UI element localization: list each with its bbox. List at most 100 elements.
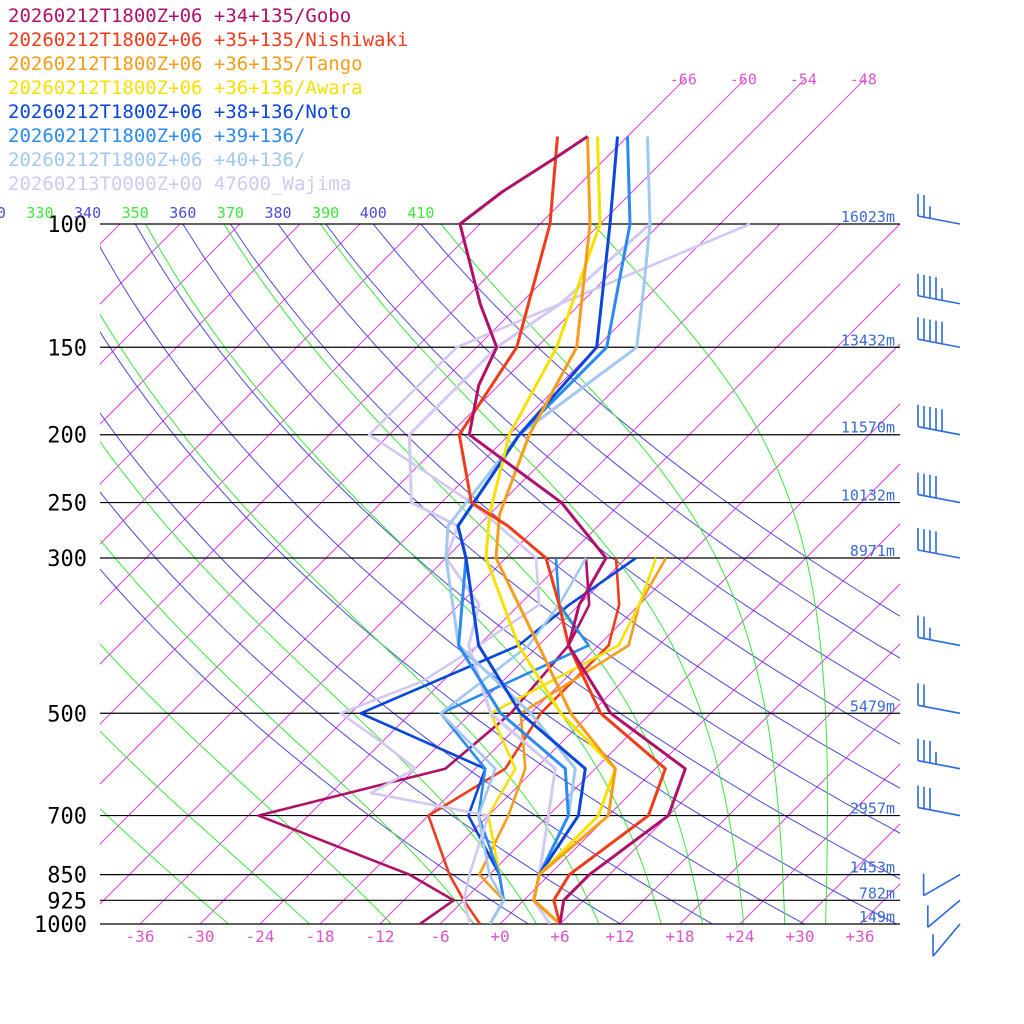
isotherm-line (679, 703, 900, 924)
legend-entry: 20260213T0000Z+00 47600_Wajima (8, 173, 352, 195)
moist-adiabat (319, 224, 745, 924)
temperature-profile (457, 136, 667, 924)
height-label: 5479m (850, 697, 895, 715)
theta-label: 330 (26, 204, 53, 222)
dewpoint-profile (439, 557, 590, 924)
wind-barb (922, 873, 961, 897)
wind-barbs (917, 194, 961, 957)
dry-adiabat (100, 491, 622, 924)
wind-barb (917, 615, 961, 647)
isotherm-line-upper (539, 78, 686, 225)
theta-label: 410 (407, 204, 434, 222)
isotherm-label: -54 (790, 71, 817, 89)
legend-entry: 20260212T1800Z+06 +40+136/ (8, 149, 306, 171)
pressure-label: 925 (47, 889, 87, 914)
dewpoint-profile (439, 557, 588, 924)
theta-label: 350 (122, 204, 149, 222)
isotherm-line (439, 463, 900, 924)
isotherm-line (100, 224, 241, 365)
theta-label: 370 (217, 204, 244, 222)
dewpoint-profile (478, 557, 668, 924)
height-label: 8971m (850, 542, 895, 560)
wind-barb (917, 527, 961, 559)
temperature-profile (444, 136, 652, 924)
x-tick-label: -12 (366, 927, 395, 946)
isotherm-line (739, 763, 900, 924)
moist-adiabat (100, 313, 600, 924)
x-tick-label: +0 (490, 927, 509, 946)
theta-label: 320 (0, 204, 6, 222)
legend: 20260212T1800Z+06 +34+135/Gobo 20260212T1… (8, 4, 408, 196)
dry-adiabat (277, 224, 900, 745)
pressure-label: 500 (47, 702, 87, 727)
x-tick-label: -18 (306, 927, 335, 946)
isotherm-lines (100, 224, 900, 924)
moist-adiabat (592, 224, 828, 924)
isotherm-line-upper (599, 78, 746, 225)
moist-adiabat (100, 808, 230, 924)
x-tick-label: +36 (846, 927, 875, 946)
dry-adiabat (325, 224, 900, 702)
temperature-profile (458, 135, 687, 924)
isotherm-line (100, 224, 361, 485)
isotherm-line (379, 403, 900, 924)
wind-barb (917, 404, 961, 436)
wind-barb (932, 923, 961, 957)
pressure-label: 850 (47, 864, 87, 889)
isotherm-line (799, 823, 900, 924)
pressure-label: 250 (47, 492, 87, 517)
wind-barb (917, 738, 961, 770)
x-tick-label: +30 (786, 927, 815, 946)
legend-entry: 20260212T1800Z+06 +39+136/ (8, 125, 306, 147)
temperature-profile (494, 136, 617, 924)
height-label: 10132m (841, 487, 895, 505)
height-label: 149m (859, 908, 895, 926)
dry-adiabat (100, 245, 898, 924)
isotherm-line (100, 224, 481, 605)
x-tick-label: +24 (726, 927, 755, 946)
temperature-profiles (407, 135, 687, 924)
pressure-label: 700 (47, 805, 87, 830)
isotherm-line (100, 224, 301, 425)
height-label: 16023m (841, 208, 895, 226)
theta-label: 360 (169, 204, 196, 222)
moist-adiabat (145, 224, 662, 924)
isotherm-line (100, 224, 661, 785)
isotherm-line (319, 343, 900, 924)
pressure-label: 200 (47, 424, 87, 449)
x-tick-label: -6 (430, 927, 449, 946)
legend-entry: 20260212T1800Z+06 +38+136/Noto (8, 101, 352, 123)
x-tick-label: +12 (606, 927, 635, 946)
pressure-label: 150 (47, 336, 87, 361)
theta-label: 340 (74, 204, 101, 222)
height-label: 782m (859, 884, 895, 902)
isotherm-label: -66 (670, 71, 697, 89)
pressure-label: 300 (47, 547, 87, 572)
temperature-profile (407, 222, 651, 924)
wind-barb (927, 899, 961, 928)
dry-adiabat (100, 330, 806, 924)
isotherm-line (100, 224, 781, 905)
axis-labels: 100 16023m 150 13432m 200 11570m 250 10132m 300 8… (0, 204, 895, 946)
isotherm-line (619, 643, 900, 924)
theta-label: 390 (312, 204, 339, 222)
height-label: 2957m (850, 800, 895, 818)
isotherm-line-upper (659, 78, 806, 225)
wind-barb (917, 273, 961, 305)
isotherm-label: -60 (730, 71, 757, 89)
isotherm-lines-upper: -66 -60 -54 -48 (539, 71, 877, 225)
wind-barb (917, 317, 961, 349)
moist-adiabat (440, 224, 786, 924)
x-tick-label: -24 (246, 927, 275, 946)
isotherm-line (100, 224, 601, 725)
dewpoint-profile (427, 557, 621, 924)
theta-label: 380 (265, 204, 292, 222)
isotherm-line (100, 224, 541, 665)
legend-entry: 20260212T1800Z+06 +34+135/Gobo (8, 5, 352, 27)
isotherm-line (139, 224, 841, 924)
pressure-label: 1000 (34, 913, 87, 938)
height-label: 11570m (841, 419, 895, 437)
wind-barb (917, 683, 961, 715)
legend-entry: 20260212T1800Z+06 +35+135/Nishiwaki (8, 29, 409, 51)
isotherm-line (259, 283, 900, 924)
